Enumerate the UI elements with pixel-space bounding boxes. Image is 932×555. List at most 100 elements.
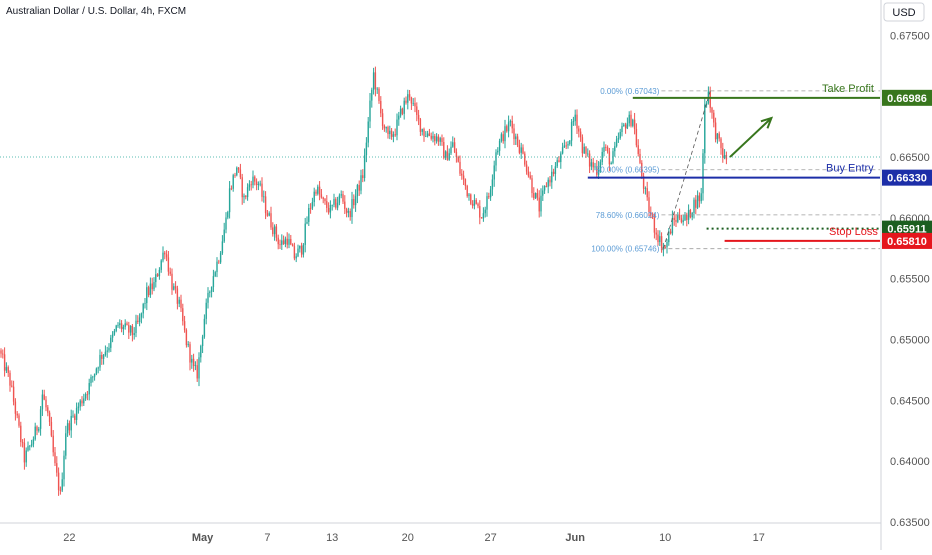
candle <box>556 157 558 169</box>
candle-body <box>183 321 186 331</box>
candle <box>50 416 53 438</box>
candle <box>668 227 670 246</box>
buy-entry-tag[interactable] <box>882 169 932 186</box>
candle-body <box>500 134 503 141</box>
candle-body <box>380 101 382 114</box>
time-tick-label: 13 <box>326 532 338 544</box>
candle-body <box>698 195 701 202</box>
candle <box>482 207 485 222</box>
candle <box>471 200 474 209</box>
candle <box>32 436 35 448</box>
candle <box>250 180 252 191</box>
price-axis[interactable]: 0.675000.670000.665000.660000.655000.650… <box>882 30 932 529</box>
candle-body <box>246 187 249 198</box>
candle <box>500 132 503 143</box>
candle-body <box>596 166 598 175</box>
candle <box>394 128 396 137</box>
candle-body <box>75 407 78 420</box>
candle-body <box>650 212 652 215</box>
currency-box[interactable] <box>883 2 925 22</box>
time-tick-label: 27 <box>484 532 496 544</box>
fib-level-label: 100.00% (0.65746) <box>591 245 659 254</box>
candle-body <box>79 400 81 407</box>
candle <box>362 169 364 183</box>
candle-body <box>167 257 170 272</box>
candle <box>372 67 375 95</box>
candle <box>545 182 548 188</box>
candle-body <box>14 401 17 414</box>
take-profit-tag[interactable] <box>882 89 932 106</box>
candle-body <box>192 358 195 366</box>
candle-body <box>668 231 670 243</box>
candle-body <box>399 108 402 116</box>
candle <box>592 157 594 173</box>
candle-body <box>142 303 144 314</box>
candle-body <box>333 198 335 205</box>
candle <box>387 125 389 139</box>
candle-body <box>164 252 166 255</box>
candle <box>621 122 623 137</box>
candle-body <box>371 89 373 101</box>
candle-body <box>349 210 351 218</box>
candle-body <box>587 153 589 155</box>
candle <box>97 366 99 374</box>
candle <box>720 137 722 155</box>
candle-body <box>291 244 294 247</box>
candle-body <box>615 139 618 147</box>
pending-level-tag[interactable] <box>882 220 932 237</box>
candle <box>52 430 54 457</box>
candle-body <box>252 176 254 186</box>
candle-body <box>65 433 67 456</box>
candle-body <box>331 204 333 206</box>
candle <box>144 297 146 309</box>
candle <box>7 365 9 377</box>
candle <box>430 132 432 141</box>
candle <box>3 347 6 377</box>
candle <box>133 327 135 340</box>
candle <box>473 194 476 210</box>
candle <box>493 160 495 187</box>
candle <box>524 151 526 167</box>
candle <box>392 131 395 143</box>
candle-body <box>218 261 220 263</box>
candle-body <box>657 234 659 243</box>
candle <box>234 172 236 178</box>
candle-body <box>86 394 89 396</box>
candle-body <box>356 185 359 197</box>
take-profit-label: Take Profit <box>822 83 874 95</box>
candle <box>18 413 20 428</box>
candle <box>599 159 602 173</box>
candle <box>313 187 315 207</box>
candle-body <box>493 165 495 180</box>
candle-body <box>239 169 242 178</box>
symbol-title: Australian Dollar / U.S. Dollar, 4h, FXC… <box>6 6 186 17</box>
candle <box>295 253 297 263</box>
candle-body <box>201 336 204 347</box>
candle <box>639 148 641 165</box>
candle-body <box>497 150 499 153</box>
candle-body <box>394 134 396 136</box>
time-axis[interactable]: 22 May 7 13 20 27 Jun 10 17 <box>63 532 765 544</box>
candle-body <box>43 394 45 400</box>
stop-loss-tag[interactable] <box>882 232 932 249</box>
candle-body <box>666 242 668 248</box>
candle-body <box>711 107 713 113</box>
candle-body <box>327 207 330 213</box>
candle-body <box>696 195 699 208</box>
candle <box>237 166 240 173</box>
candle-body <box>648 197 650 213</box>
candle <box>11 380 13 388</box>
candle <box>205 298 207 325</box>
candle-body <box>552 171 555 174</box>
candle-body <box>212 276 215 288</box>
candle <box>448 148 450 161</box>
candle-body <box>407 94 409 103</box>
candle <box>684 212 686 221</box>
candle <box>104 345 107 357</box>
candle <box>255 178 258 191</box>
candle-body <box>513 128 515 140</box>
candle <box>74 413 76 424</box>
candle-body <box>387 126 389 135</box>
